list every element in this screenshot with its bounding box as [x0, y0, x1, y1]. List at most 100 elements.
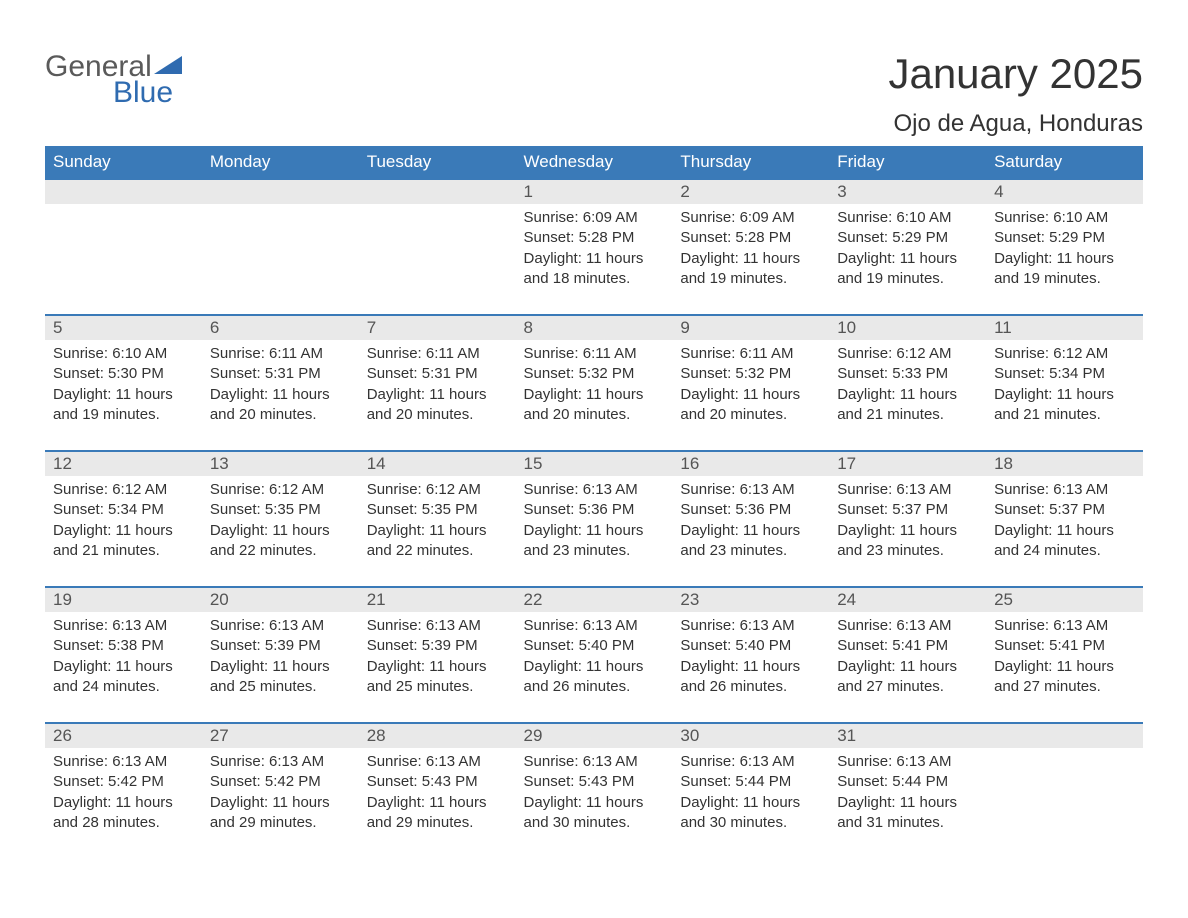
day-cell: 19Sunrise: 6:13 AMSunset: 5:38 PMDayligh… [45, 587, 202, 723]
day-number: 3 [829, 180, 986, 204]
day-body: Sunrise: 6:09 AMSunset: 5:28 PMDaylight:… [516, 204, 673, 289]
day-number: 10 [829, 316, 986, 340]
sunrise-text: Sunrise: 6:13 AM [680, 616, 821, 636]
sunset-text: Sunset: 5:39 PM [210, 636, 351, 656]
page-header: General Blue January 2025 Ojo de Agua, H… [45, 50, 1143, 138]
daylight-line2: and 21 minutes. [837, 405, 978, 425]
daylight-line2: and 22 minutes. [210, 541, 351, 561]
daylight-line1: Daylight: 11 hours [994, 657, 1135, 677]
day-body: Sunrise: 6:10 AMSunset: 5:29 PMDaylight:… [986, 204, 1143, 289]
day-cell: 20Sunrise: 6:13 AMSunset: 5:39 PMDayligh… [202, 587, 359, 723]
sunset-text: Sunset: 5:39 PM [367, 636, 508, 656]
day-body: Sunrise: 6:13 AMSunset: 5:44 PMDaylight:… [672, 748, 829, 833]
sunset-text: Sunset: 5:33 PM [837, 364, 978, 384]
sunrise-text: Sunrise: 6:13 AM [210, 616, 351, 636]
daylight-line2: and 25 minutes. [210, 677, 351, 697]
day-cell: 6Sunrise: 6:11 AMSunset: 5:31 PMDaylight… [202, 315, 359, 451]
daylight-line2: and 23 minutes. [837, 541, 978, 561]
day-cell: 17Sunrise: 6:13 AMSunset: 5:37 PMDayligh… [829, 451, 986, 587]
day-number: 8 [516, 316, 673, 340]
day-number: 6 [202, 316, 359, 340]
logo: General Blue [45, 50, 182, 110]
dow-saturday: Saturday [986, 146, 1143, 179]
day-number: 22 [516, 588, 673, 612]
day-body: Sunrise: 6:13 AMSunset: 5:42 PMDaylight:… [202, 748, 359, 833]
day-cell: 22Sunrise: 6:13 AMSunset: 5:40 PMDayligh… [516, 587, 673, 723]
day-cell: 15Sunrise: 6:13 AMSunset: 5:36 PMDayligh… [516, 451, 673, 587]
day-number: 18 [986, 452, 1143, 476]
day-number: 30 [672, 724, 829, 748]
sunset-text: Sunset: 5:44 PM [837, 772, 978, 792]
daylight-line1: Daylight: 11 hours [210, 521, 351, 541]
sunset-text: Sunset: 5:28 PM [680, 228, 821, 248]
daylight-line2: and 24 minutes. [994, 541, 1135, 561]
day-cell: 30Sunrise: 6:13 AMSunset: 5:44 PMDayligh… [672, 723, 829, 859]
day-number: 7 [359, 316, 516, 340]
daylight-line2: and 27 minutes. [837, 677, 978, 697]
day-number: 9 [672, 316, 829, 340]
day-cell: 11Sunrise: 6:12 AMSunset: 5:34 PMDayligh… [986, 315, 1143, 451]
sunrise-text: Sunrise: 6:12 AM [994, 344, 1135, 364]
daylight-line1: Daylight: 11 hours [367, 657, 508, 677]
daylight-line1: Daylight: 11 hours [524, 657, 665, 677]
week-row: 19Sunrise: 6:13 AMSunset: 5:38 PMDayligh… [45, 587, 1143, 723]
day-number: 15 [516, 452, 673, 476]
daylight-line1: Daylight: 11 hours [524, 385, 665, 405]
sunrise-text: Sunrise: 6:11 AM [367, 344, 508, 364]
sunrise-text: Sunrise: 6:13 AM [837, 616, 978, 636]
location: Ojo de Agua, Honduras [888, 110, 1143, 138]
daylight-line1: Daylight: 11 hours [210, 657, 351, 677]
day-cell: 28Sunrise: 6:13 AMSunset: 5:43 PMDayligh… [359, 723, 516, 859]
day-cell: 4Sunrise: 6:10 AMSunset: 5:29 PMDaylight… [986, 179, 1143, 315]
sunset-text: Sunset: 5:29 PM [994, 228, 1135, 248]
day-body: Sunrise: 6:13 AMSunset: 5:40 PMDaylight:… [672, 612, 829, 697]
day-cell [986, 723, 1143, 859]
sunset-text: Sunset: 5:31 PM [210, 364, 351, 384]
daylight-line2: and 30 minutes. [524, 813, 665, 833]
day-cell: 14Sunrise: 6:12 AMSunset: 5:35 PMDayligh… [359, 451, 516, 587]
day-number [986, 724, 1143, 748]
sunrise-text: Sunrise: 6:09 AM [524, 208, 665, 228]
logo-word-blue: Blue [113, 76, 182, 110]
day-number [359, 180, 516, 204]
day-number: 26 [45, 724, 202, 748]
daylight-line2: and 23 minutes. [680, 541, 821, 561]
day-cell [202, 179, 359, 315]
sunrise-text: Sunrise: 6:11 AM [524, 344, 665, 364]
daylight-line1: Daylight: 11 hours [837, 793, 978, 813]
day-body: Sunrise: 6:13 AMSunset: 5:36 PMDaylight:… [672, 476, 829, 561]
daylight-line1: Daylight: 11 hours [367, 521, 508, 541]
day-number: 31 [829, 724, 986, 748]
daylight-line2: and 19 minutes. [837, 269, 978, 289]
day-number: 19 [45, 588, 202, 612]
day-number: 16 [672, 452, 829, 476]
daylight-line1: Daylight: 11 hours [53, 793, 194, 813]
week-row: 26Sunrise: 6:13 AMSunset: 5:42 PMDayligh… [45, 723, 1143, 859]
daylight-line1: Daylight: 11 hours [210, 385, 351, 405]
sunset-text: Sunset: 5:43 PM [524, 772, 665, 792]
day-cell: 31 Sunrise: 6:13 AMSunset: 5:44 PMDayligh… [829, 723, 986, 859]
day-body: Sunrise: 6:12 AMSunset: 5:34 PMDaylight:… [45, 476, 202, 561]
daylight-line1: Daylight: 11 hours [367, 385, 508, 405]
day-body: Sunrise: 6:11 AMSunset: 5:31 PMDaylight:… [359, 340, 516, 425]
sunrise-text: Sunrise: 6:13 AM [837, 752, 978, 772]
sunrise-text: Sunrise: 6:12 AM [53, 480, 194, 500]
sunset-text: Sunset: 5:37 PM [994, 500, 1135, 520]
day-number: 21 [359, 588, 516, 612]
daylight-line1: Daylight: 11 hours [53, 385, 194, 405]
daylight-line2: and 19 minutes. [53, 405, 194, 425]
sunrise-text: Sunrise: 6:11 AM [210, 344, 351, 364]
daylight-line1: Daylight: 11 hours [837, 657, 978, 677]
sunset-text: Sunset: 5:31 PM [367, 364, 508, 384]
daylight-line2: and 25 minutes. [367, 677, 508, 697]
day-number: 1 [516, 180, 673, 204]
dow-tuesday: Tuesday [359, 146, 516, 179]
sunset-text: Sunset: 5:32 PM [680, 364, 821, 384]
day-number [45, 180, 202, 204]
day-body: Sunrise: 6:11 AMSunset: 5:31 PMDaylight:… [202, 340, 359, 425]
sunset-text: Sunset: 5:29 PM [837, 228, 978, 248]
daylight-line1: Daylight: 11 hours [680, 249, 821, 269]
dow-monday: Monday [202, 146, 359, 179]
sunrise-text: Sunrise: 6:12 AM [367, 480, 508, 500]
day-cell: 29Sunrise: 6:13 AMSunset: 5:43 PMDayligh… [516, 723, 673, 859]
